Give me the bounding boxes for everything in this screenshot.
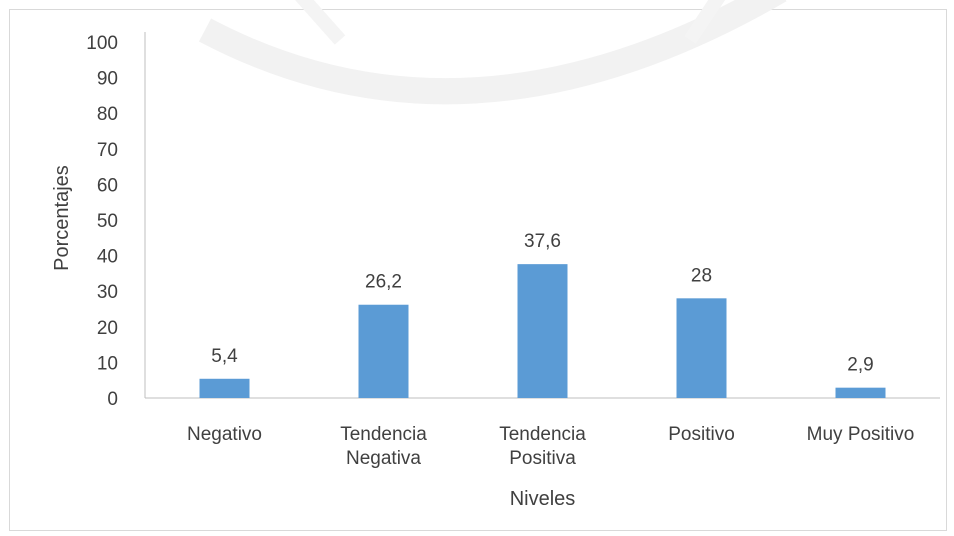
bar bbox=[676, 298, 727, 398]
y-tick-label: 80 bbox=[97, 104, 118, 125]
y-tick-label: 0 bbox=[107, 389, 118, 410]
y-axis-title: Porcentajes bbox=[51, 165, 73, 271]
category-labels: Negativo Tendencia Negativa Tendencia Positi… bbox=[187, 424, 914, 469]
category-label: Positivo bbox=[668, 424, 735, 445]
category-label: Negativo bbox=[187, 424, 262, 445]
bar bbox=[358, 304, 409, 398]
y-tick-label: 30 bbox=[97, 282, 118, 303]
bar bbox=[199, 378, 250, 398]
category-label: Muy Positivo bbox=[807, 424, 915, 445]
category-label: Positiva bbox=[509, 448, 576, 469]
bar bbox=[517, 264, 568, 398]
y-tick-label: 90 bbox=[97, 69, 118, 90]
category-label: Tendencia bbox=[499, 424, 586, 445]
data-label: 26,2 bbox=[365, 272, 402, 293]
y-tick-label: 100 bbox=[86, 33, 118, 54]
y-tick-label: 40 bbox=[97, 247, 118, 268]
x-axis-title: Niveles bbox=[510, 488, 576, 510]
y-tick-label: 50 bbox=[97, 211, 118, 232]
y-tick-label: 10 bbox=[97, 353, 118, 374]
y-tick-label: 20 bbox=[97, 318, 118, 339]
bar bbox=[835, 387, 886, 398]
data-labels: 5,4 26,2 37,6 28 2,9 bbox=[211, 231, 873, 376]
bars bbox=[199, 264, 886, 398]
y-axis-ticks: 0 10 20 30 40 50 60 70 80 90 100 bbox=[86, 33, 118, 410]
category-label: Negativa bbox=[346, 448, 421, 469]
data-label: 28 bbox=[691, 265, 712, 286]
data-label: 37,6 bbox=[524, 231, 561, 252]
data-label: 2,9 bbox=[847, 355, 873, 376]
data-label: 5,4 bbox=[211, 346, 238, 367]
category-label: Tendencia bbox=[340, 424, 427, 445]
y-tick-label: 70 bbox=[97, 140, 118, 161]
y-tick-label: 60 bbox=[97, 175, 118, 196]
